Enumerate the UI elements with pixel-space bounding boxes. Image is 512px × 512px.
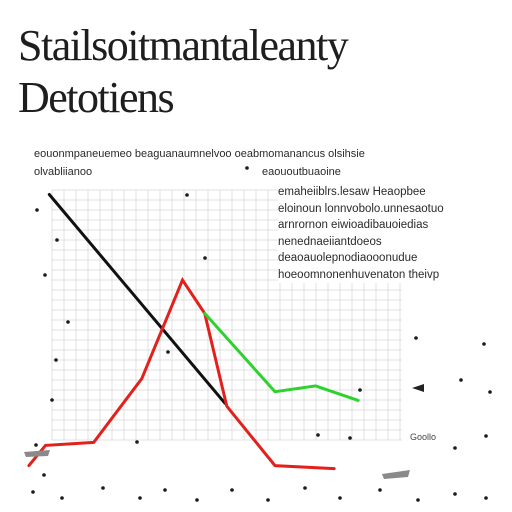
scatter-dot: [482, 342, 486, 346]
tick-label-bottom-right: Goollo: [410, 432, 437, 442]
scatter-dots: [31, 166, 492, 502]
scatter-dot: [135, 440, 139, 444]
scatter-dot: [266, 498, 270, 502]
caption-top-left: olvabliianoo: [34, 166, 93, 178]
scatter-dot: [230, 488, 234, 492]
gray-marks: [24, 384, 424, 479]
scatter-dot: [303, 486, 307, 490]
annotation-block: emaheiiblrs.lesaw Heaopbee eloinoun lonn…: [278, 184, 498, 283]
title-line-2: Detotiens: [18, 73, 175, 122]
chart-title: Stailsoitmantaleanty Detotiens: [18, 20, 508, 124]
scatter-dot: [101, 486, 105, 490]
annotation-line: hoeoomnonenhuvenaton theivp: [278, 268, 440, 281]
scatter-dot: [414, 336, 418, 340]
scatter-dot: [416, 498, 420, 502]
scatter-dot: [484, 434, 488, 438]
annotation-line: eloinoun lonnvobolo.unnesaotuo: [278, 202, 444, 215]
scatter-dot: [378, 488, 382, 492]
scatter-dot: [60, 496, 64, 500]
series-lines: [27, 193, 360, 471]
series-line: [47, 193, 227, 405]
scatter-dot: [245, 166, 249, 170]
scatter-dot: [488, 390, 492, 394]
gray-mark: [412, 384, 424, 392]
annotation-line: nenednaeiiantdoeos: [278, 235, 382, 248]
gray-mark: [24, 450, 50, 457]
scatter-dot: [358, 388, 362, 392]
scatter-dot: [338, 496, 342, 500]
scatter-dot: [316, 433, 320, 437]
scatter-dot: [163, 488, 167, 492]
caption-top-line: eouonmpaneuemeo beaguanaumnelvoo oeabmom…: [34, 148, 365, 160]
scatter-dot: [31, 490, 35, 494]
caption-top-right: eaououtbuaoine: [262, 166, 341, 178]
title-line-1: Stailsoitmantaleanty: [18, 21, 349, 70]
annotation-line: emaheiiblrs.lesaw Heaopbee: [278, 186, 426, 198]
scatter-dot: [185, 193, 189, 197]
scatter-dot: [453, 446, 457, 450]
scatter-dot: [34, 443, 38, 447]
annotation-line: arnrornon eiwioadibauoiedias: [278, 219, 429, 231]
scatter-dot: [55, 238, 59, 242]
series-line: [203, 311, 360, 402]
scatter-dot: [484, 496, 488, 500]
series-line: [27, 276, 336, 471]
scatter-dot: [50, 398, 54, 402]
scatter-dot: [66, 320, 70, 324]
scatter-dot: [54, 358, 58, 362]
scatter-dot: [42, 473, 46, 477]
scatter-dot: [459, 378, 463, 382]
scatter-dot: [35, 208, 39, 212]
scatter-dot: [166, 350, 170, 354]
scatter-dot: [138, 496, 142, 500]
scatter-dot: [43, 273, 47, 277]
annotation-line: deaoauolepnodiaooonudue: [278, 252, 418, 264]
scatter-dot: [453, 492, 457, 496]
scatter-dot: [195, 498, 199, 502]
scatter-dot: [203, 256, 207, 260]
scatter-dot: [348, 436, 352, 440]
gray-mark: [382, 470, 410, 479]
